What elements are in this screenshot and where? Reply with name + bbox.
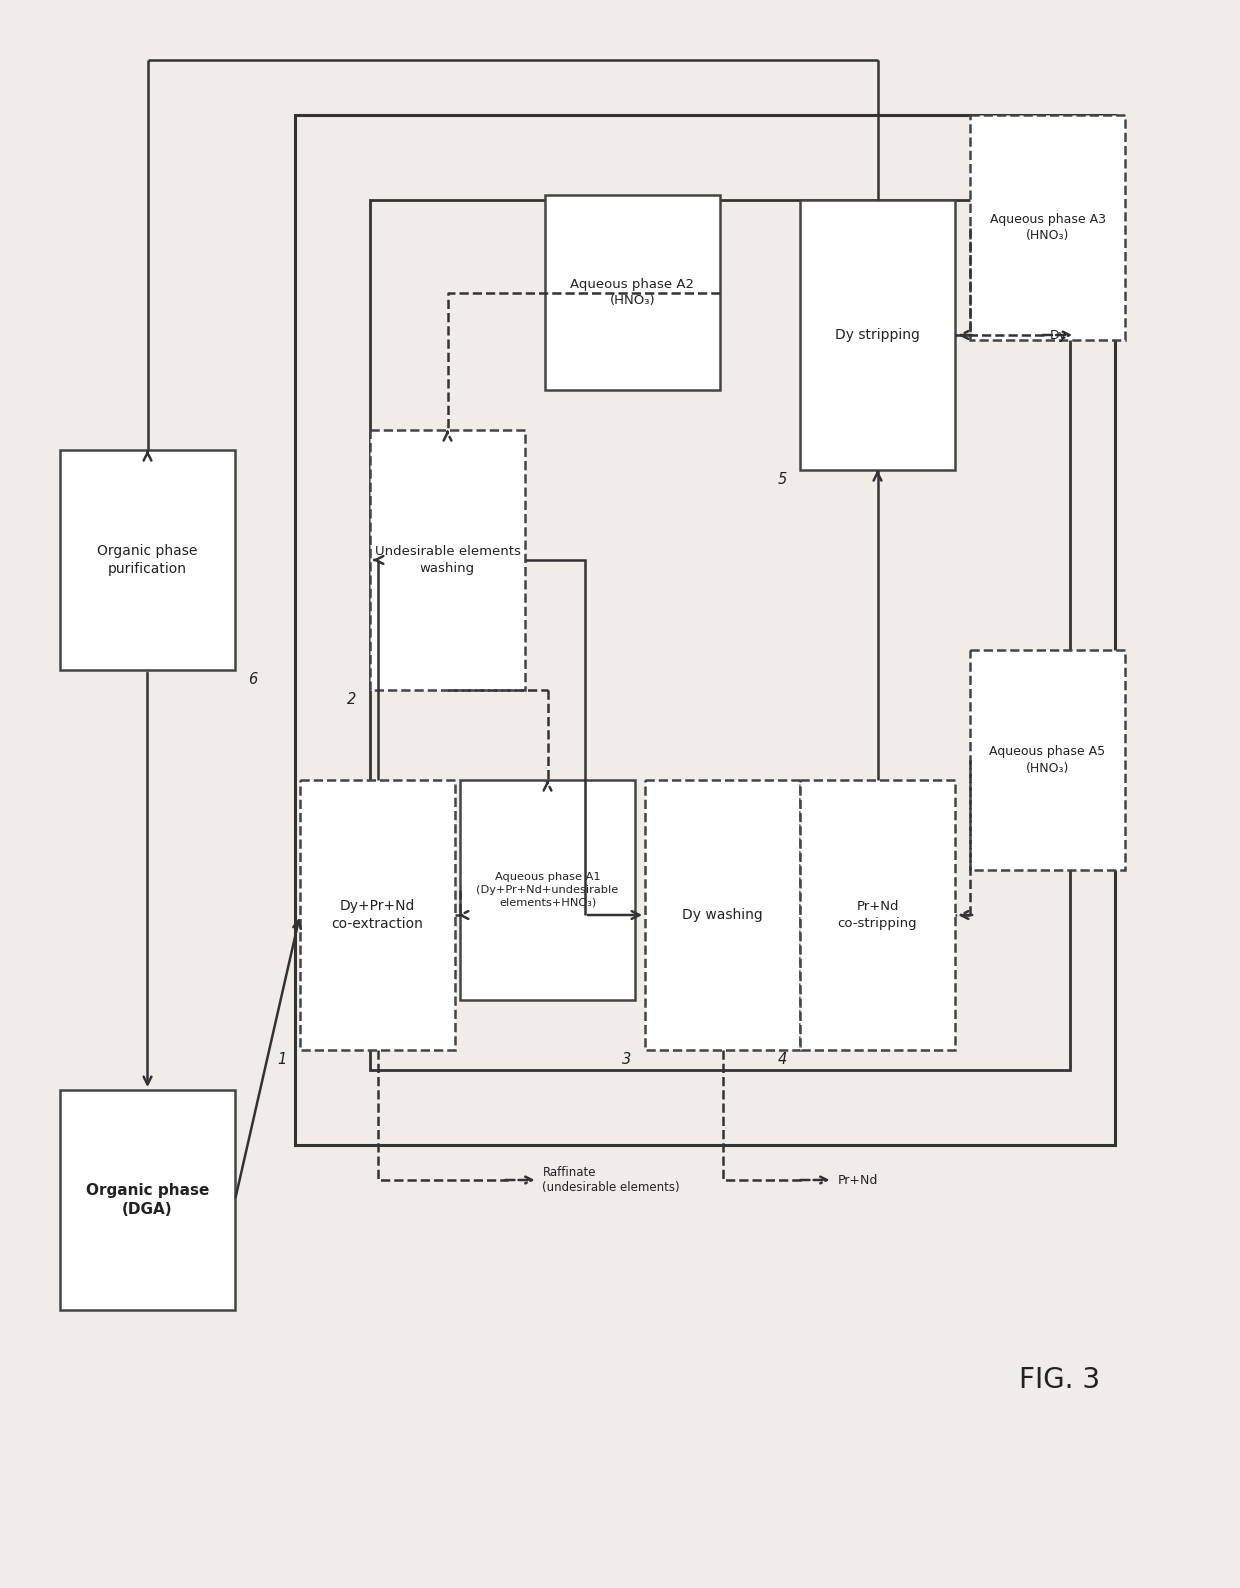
Text: Dy stripping: Dy stripping bbox=[835, 329, 920, 341]
Text: Dy+Pr+Nd
co-extraction: Dy+Pr+Nd co-extraction bbox=[331, 899, 423, 931]
Text: Dy: Dy bbox=[1050, 329, 1066, 341]
Text: Undesirable elements
washing: Undesirable elements washing bbox=[374, 545, 521, 575]
Text: 3: 3 bbox=[622, 1053, 631, 1067]
Bar bbox=[800, 200, 955, 470]
Text: 5: 5 bbox=[777, 473, 786, 488]
Bar bbox=[60, 449, 236, 670]
Text: 4: 4 bbox=[777, 1053, 786, 1067]
Text: Dy washing: Dy washing bbox=[682, 908, 763, 923]
Text: Pr+Nd: Pr+Nd bbox=[837, 1174, 878, 1186]
Text: Aqueous phase A3
(HNO₃): Aqueous phase A3 (HNO₃) bbox=[990, 213, 1106, 243]
Text: Organic phase
purification: Organic phase purification bbox=[97, 545, 197, 576]
Bar bbox=[460, 780, 635, 1000]
Bar bbox=[60, 1089, 236, 1310]
Text: 1: 1 bbox=[278, 1053, 286, 1067]
Bar bbox=[300, 780, 455, 1050]
Text: 6: 6 bbox=[248, 672, 258, 688]
Text: Pr+Nd
co-stripping: Pr+Nd co-stripping bbox=[838, 900, 918, 929]
Bar bbox=[295, 114, 1115, 1145]
Bar bbox=[645, 780, 800, 1050]
Bar bbox=[800, 780, 955, 1050]
Bar bbox=[370, 200, 1070, 1070]
Text: Organic phase
(DGA): Organic phase (DGA) bbox=[86, 1183, 210, 1216]
Text: Aqueous phase A5
(HNO₃): Aqueous phase A5 (HNO₃) bbox=[990, 745, 1106, 775]
Text: FIG. 3: FIG. 3 bbox=[1019, 1366, 1101, 1394]
Bar bbox=[546, 195, 720, 391]
Bar bbox=[970, 649, 1125, 870]
Bar bbox=[970, 114, 1125, 340]
Bar bbox=[370, 430, 525, 691]
Text: 2: 2 bbox=[347, 692, 357, 708]
Text: Raffinate
(undesirable elements): Raffinate (undesirable elements) bbox=[543, 1166, 680, 1194]
Text: Aqueous phase A2
(HNO₃): Aqueous phase A2 (HNO₃) bbox=[570, 278, 694, 306]
Text: Aqueous phase A1
(Dy+Pr+Nd+undesirable
elements+HNO₃): Aqueous phase A1 (Dy+Pr+Nd+undesirable e… bbox=[476, 872, 619, 908]
